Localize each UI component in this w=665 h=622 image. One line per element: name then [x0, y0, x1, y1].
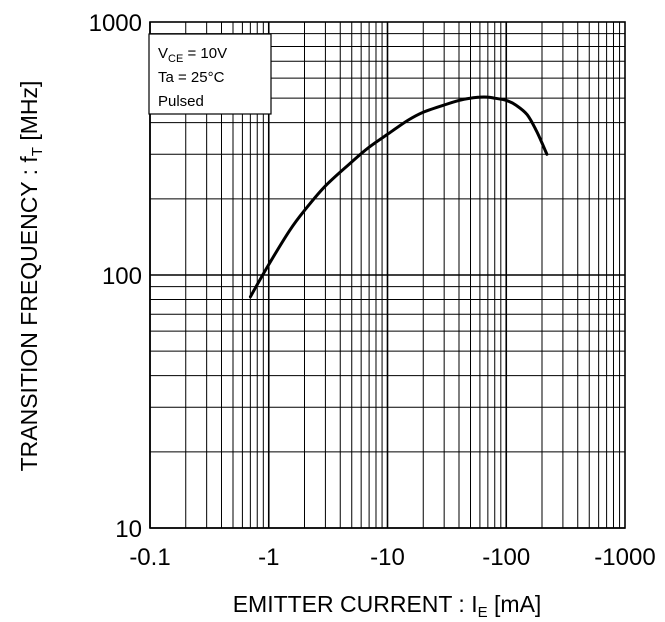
y-axis-title: TRANSITION FREQUENCY : fT [MHz] [16, 81, 46, 472]
legend-line-ta: Ta = 25°C [158, 69, 225, 86]
series-line [248, 95, 549, 299]
y-tick-label: 1000 [89, 10, 142, 37]
x-tick-label: -0.1 [129, 544, 170, 571]
legend-line-vce: VCE = 10V [158, 45, 227, 65]
x-tick-label: -1 [258, 544, 279, 571]
plot-frame [149, 21, 626, 529]
legend-box: VCE = 10V Ta = 25°C Pulsed [148, 33, 272, 115]
legend-line-pulsed: Pulsed [158, 93, 204, 110]
x-axis-title: EMITTER CURRENT : IE [mA] [233, 591, 542, 621]
y-tick-labels: 10 100 1000 [89, 10, 142, 543]
x-tick-label: -100 [482, 544, 530, 571]
x-tick-label: -1000 [594, 544, 655, 571]
y-tick-label: 100 [102, 263, 142, 290]
x-tick-label: -10 [370, 544, 405, 571]
y-tick-label: 10 [115, 516, 142, 543]
x-tick-labels: -0.1 -1 -10 -100 -1000 [129, 544, 655, 571]
legend-box-frame [148, 33, 272, 115]
